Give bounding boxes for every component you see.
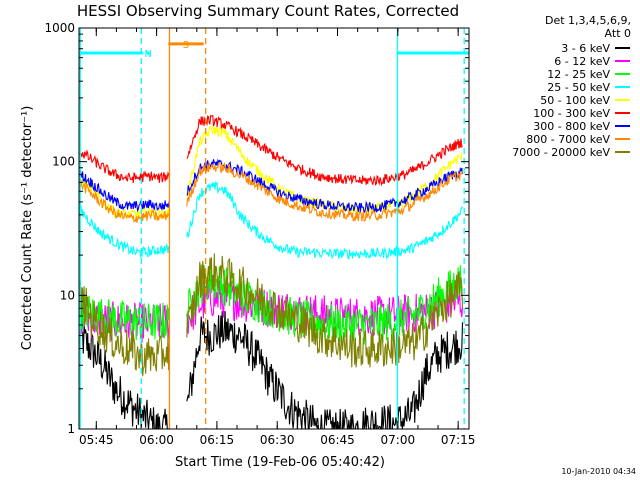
footer-date: 10-Jan-2010 04:34: [561, 467, 636, 476]
segment-label-n: N: [144, 49, 151, 60]
x-tick-label: 07:15: [441, 433, 476, 447]
series-line-7000-20000-kev: [79, 279, 171, 377]
series-line-100-300-kev: [186, 114, 463, 187]
x-tick-label: 07:00: [381, 433, 416, 447]
legend-label-12-25-kev: 12 - 25 keV: [547, 68, 610, 81]
y-tick-label: 10: [60, 288, 75, 302]
legend-header-line-1: Det 1,3,4,5,6,9,: [545, 14, 631, 27]
series-line-25-50-kev: [79, 203, 171, 259]
series-line-300-800-kev: [186, 158, 464, 214]
legend-label-100-300-kev: 100 - 300 keV: [533, 107, 610, 120]
series-line-800-7000-kev: [186, 161, 464, 222]
x-tick-label: 05:45: [79, 433, 114, 447]
legend-header-line-2: Att 0: [605, 27, 631, 40]
x-tick-label: 06:15: [200, 433, 235, 447]
y-tick-label: 1: [67, 422, 75, 436]
series-line-3-6-kev: [79, 317, 170, 429]
series-line-300-800-kev: [79, 170, 171, 213]
y-tick-label: 1000: [44, 21, 75, 35]
segment-label-s: S: [183, 40, 189, 51]
legend-label-800-7000-kev: 800 - 7000 keV: [526, 133, 610, 146]
plot-series: [79, 114, 464, 429]
legend-label-6-12-kev: 6 - 12 keV: [554, 55, 610, 68]
y-tick-label: 100: [52, 155, 75, 169]
series-line-7000-20000-kev: [186, 253, 464, 368]
legend-label-3-6-kev: 3 - 6 keV: [561, 42, 610, 55]
x-axis-label: Start Time (19-Feb-06 05:40:42): [175, 455, 385, 470]
legend-label-25-50-kev: 25 - 50 keV: [547, 81, 610, 94]
x-axis: 05:45 06:00 06:15 06:30 06:45 07:00 07:15: [79, 28, 475, 447]
plot-overlays: NS: [79, 28, 469, 429]
y-axis-label: Corrected Count Rate (s⁻¹ detector⁻¹): [20, 106, 35, 351]
legend-label-50-100-kev: 50 - 100 keV: [540, 94, 610, 107]
series-line-800-7000-kev: [79, 179, 170, 223]
series-line-100-300-kev: [79, 149, 171, 184]
x-tick-label: 06:00: [139, 433, 174, 447]
x-tick-label: 06:30: [260, 433, 295, 447]
y-axis: 1 10 100 1000: [44, 21, 469, 436]
series-line-25-50-kev: [186, 180, 463, 260]
legend-label-7000-20000-kev: 7000 - 20000 keV: [512, 146, 610, 159]
legend-label-300-800-kev: 300 - 800 keV: [533, 120, 610, 133]
x-tick-label: 06:45: [320, 433, 355, 447]
series-line-3-6-kev: [186, 311, 464, 429]
plot-frame: [78, 27, 470, 430]
chart-title: HESSI Observing Summary Count Rates, Cor…: [77, 2, 459, 20]
